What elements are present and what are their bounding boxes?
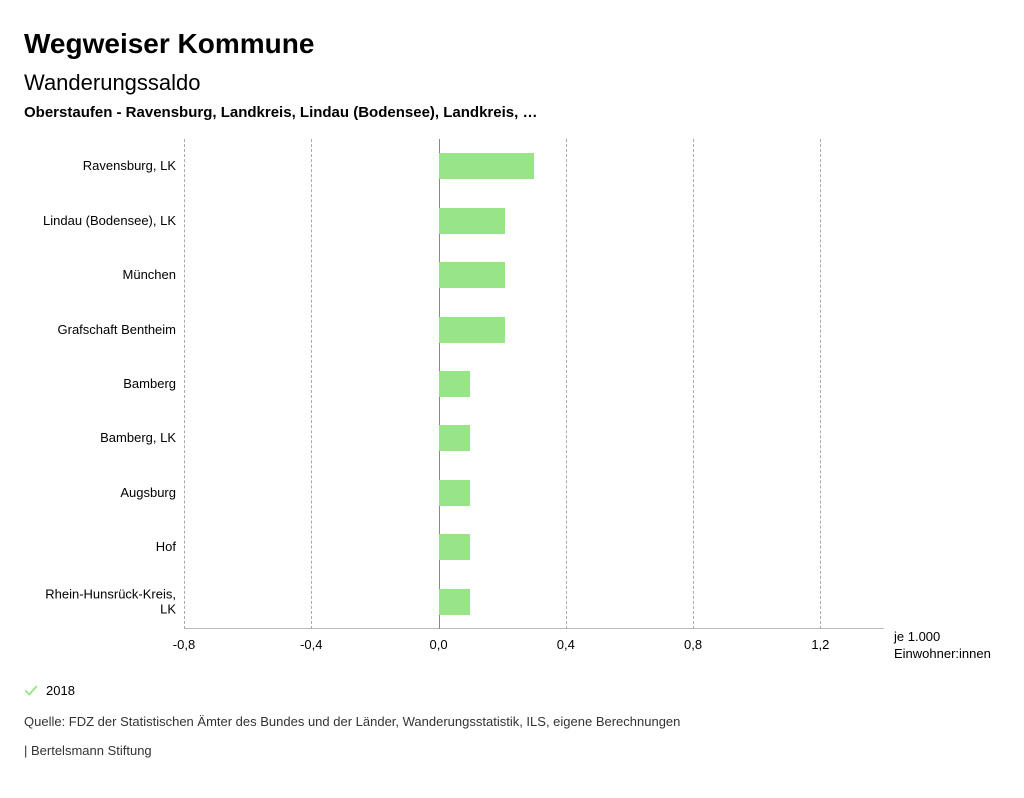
source-line: Quelle: FDZ der Statistischen Ämter des … [24,714,1000,729]
gridline [311,139,312,629]
x-axis-label: 0,8 [684,637,702,652]
brand-line: | Bertelsmann Stiftung [24,743,1000,758]
x-axis-label: -0,8 [173,637,195,652]
y-axis-label: Ravensburg, LK [26,158,176,174]
y-axis-label: Augsburg [26,485,176,501]
legend: 2018 [24,683,1000,698]
page-subtitle: Wanderungssaldo [24,70,1000,96]
axis-unit: je 1.000Einwohner:innen [894,629,991,663]
y-axis-label: Lindau (Bodensee), LK [26,213,176,229]
plot-area [184,139,884,629]
x-axis-label: 1,2 [811,637,829,652]
bar [439,317,506,343]
bar [439,534,471,560]
y-axis-label: Hof [26,540,176,556]
bar [439,425,471,451]
y-axis-label: Bamberg [26,376,176,392]
x-axis-label: 0,0 [429,637,447,652]
legend-year: 2018 [46,683,75,698]
x-axis-labels: -0,8-0,40,00,40,81,2 [184,637,884,657]
x-axis-label: 0,4 [557,637,575,652]
y-axis-label: Rhein-Hunsrück-Kreis, LK [26,586,176,617]
gridline [184,139,185,629]
page-title: Wegweiser Kommune [24,28,1000,60]
bar [439,153,534,179]
y-axis-label: München [26,267,176,283]
y-axis-label: Bamberg, LK [26,431,176,447]
y-axis-labels: Ravensburg, LK Lindau (Bodensee), LK Münch… [24,139,184,629]
location-line: Oberstaufen - Ravensburg, Landkreis, Lin… [24,104,1000,121]
y-axis-label: Grafschaft Bentheim [26,322,176,338]
bar [439,371,471,397]
bar [439,589,471,615]
bar [439,480,471,506]
gridline [693,139,694,629]
gridline [820,139,821,629]
check-icon [24,684,38,698]
bar [439,262,506,288]
chart: Ravensburg, LK Lindau (Bodensee), LK Münch… [24,139,984,669]
x-axis-label: -0,4 [300,637,322,652]
gridline [566,139,567,629]
bar [439,208,506,234]
